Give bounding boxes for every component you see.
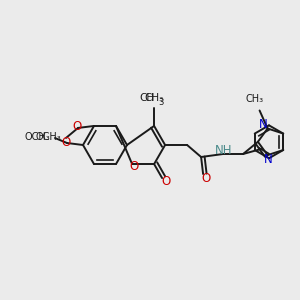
Text: N: N — [259, 118, 268, 131]
Text: O: O — [130, 160, 139, 172]
Text: NH: NH — [215, 143, 233, 157]
Text: 3: 3 — [158, 98, 164, 107]
Text: OCH₃: OCH₃ — [35, 132, 61, 142]
Text: N: N — [264, 153, 273, 166]
Text: O: O — [161, 175, 171, 188]
Text: OCH₃: OCH₃ — [24, 132, 50, 142]
Text: O: O — [72, 120, 82, 134]
Text: CH₃: CH₃ — [145, 93, 164, 103]
Text: CH: CH — [139, 93, 154, 103]
Text: CH₃: CH₃ — [245, 94, 264, 104]
Text: O: O — [61, 136, 70, 148]
Text: O: O — [202, 172, 211, 184]
